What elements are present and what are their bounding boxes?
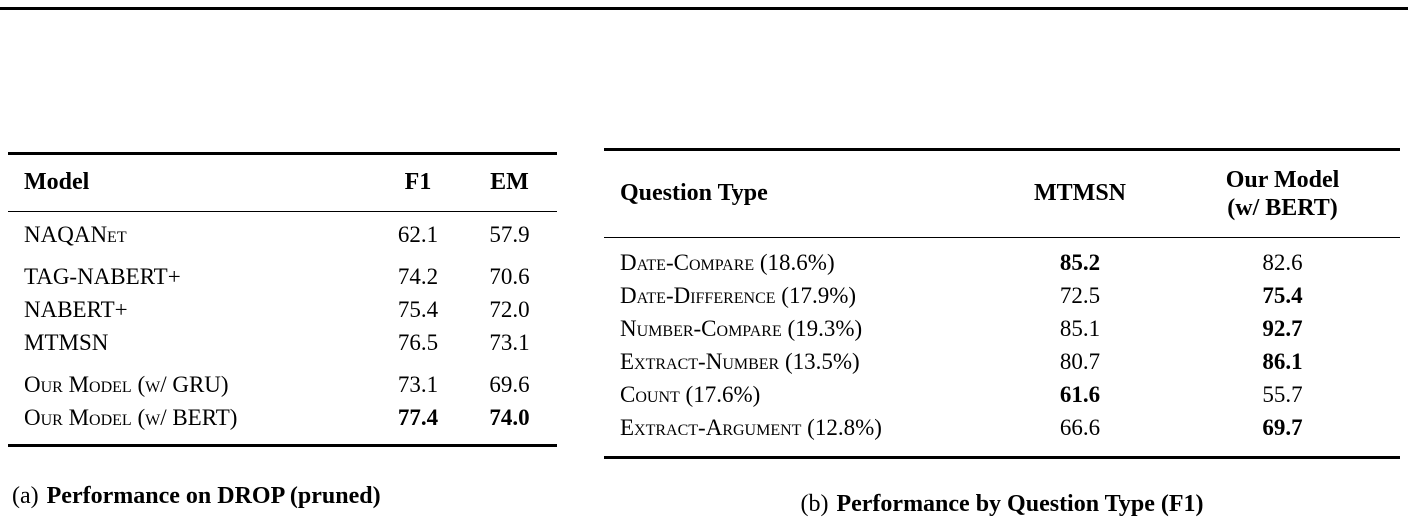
table-row: Extract-Number (13.5%) 80.7 86.1 xyxy=(604,345,1400,378)
f1-value: 75.4 xyxy=(397,296,439,322)
caption-b: (b) Performance by Question Type (F1) xyxy=(604,491,1400,517)
table-a-body: NAQANet 62.1 57.9 TAG-NABERT+ 74.2 70.6 … xyxy=(8,212,557,444)
table-row: Number-Compare (19.3%) 85.1 92.7 xyxy=(604,312,1400,345)
question-type: Extract-Number (13.5%) xyxy=(620,348,860,374)
f1-value: 76.5 xyxy=(397,329,439,355)
table-a-bottom-rule xyxy=(8,444,557,447)
table-a-header-em: EM xyxy=(490,169,529,195)
table-row: Our Model (w/ GRU) 73.1 69.6 xyxy=(8,368,557,401)
page-top-rule xyxy=(0,7,1408,10)
table-b-bottom-rule xyxy=(604,456,1400,459)
table-b-header-row: Question Type MTMSN Our Model (w/ BERT) xyxy=(604,151,1400,237)
model-name: NAQANet xyxy=(24,221,127,247)
model-name: Our Model (w/ GRU) xyxy=(24,371,229,397)
table-row: Date-Difference (17.9%) 72.5 75.4 xyxy=(604,279,1400,312)
table-row: MTMSN 76.5 73.1 xyxy=(8,326,557,359)
question-type: Extract-Argument (12.8%) xyxy=(620,414,882,440)
our-model-header-line1: Our Model xyxy=(1225,166,1340,193)
table-a-header-rule xyxy=(8,210,557,212)
table-b-top-rule xyxy=(604,148,1400,151)
table-row: Extract-Argument (12.8%) 66.6 69.7 xyxy=(604,411,1400,444)
our-model-value: 55.7 xyxy=(1262,381,1303,407)
question-type: Date-Difference (17.9%) xyxy=(620,282,857,308)
caption-b-text: Performance by Question Type (F1) xyxy=(836,490,1204,517)
subfigure-a: Model F1 EM NAQANet 62.1 57.9 TAG-NABERT… xyxy=(8,152,557,510)
em-value: 57.9 xyxy=(489,221,530,247)
f1-value: 62.1 xyxy=(397,221,439,247)
table-a-header-model: Model xyxy=(24,169,90,195)
em-value: 73.1 xyxy=(489,329,530,355)
caption-a: (a) Performance on DROP (pruned) xyxy=(8,483,557,510)
f1-value: 77.4 xyxy=(397,404,439,430)
caption-a-label: (a) xyxy=(12,482,39,509)
table-a-group-2: TAG-NABERT+ 74.2 70.6 NABERT+ 75.4 72.0 … xyxy=(8,260,557,359)
mtmsn-value: 80.7 xyxy=(1059,348,1101,374)
model-name: Our Model (w/ BERT) xyxy=(24,404,238,430)
table-row: Count (17.6%) 61.6 55.7 xyxy=(604,378,1400,411)
table-b: Question Type MTMSN Our Model (w/ BERT) … xyxy=(604,148,1400,459)
table-a-group-1: NAQANet 62.1 57.9 xyxy=(8,218,557,251)
our-model-value: 75.4 xyxy=(1262,282,1303,308)
table-b-header-our-model: Our Model (w/ BERT) xyxy=(1165,166,1400,222)
table-row: TAG-NABERT+ 74.2 70.6 xyxy=(8,260,557,293)
question-type: Number-Compare (19.3%) xyxy=(620,315,863,341)
caption-a-text: Performance on DROP (pruned) xyxy=(46,482,381,509)
subfigure-b: Question Type MTMSN Our Model (w/ BERT) … xyxy=(604,148,1400,517)
table-a-top-rule xyxy=(8,152,557,155)
table-row: Date-Compare (18.6%) 85.2 82.6 xyxy=(604,246,1400,279)
mtmsn-value: 61.6 xyxy=(1059,381,1101,407)
em-value: 69.6 xyxy=(489,371,530,397)
em-value: 72.0 xyxy=(489,296,530,322)
question-type: Date-Compare (18.6%) xyxy=(620,249,835,275)
table-b-body: Date-Compare (18.6%) 85.2 82.6 Date-Diff… xyxy=(604,238,1400,456)
f1-value: 74.2 xyxy=(397,263,439,289)
table-a: Model F1 EM NAQANet 62.1 57.9 TAG-NABERT… xyxy=(8,152,557,447)
model-name: NABERT+ xyxy=(24,296,128,322)
table-b-header-rule xyxy=(604,236,1400,238)
model-name: TAG-NABERT+ xyxy=(24,263,181,289)
em-value: 70.6 xyxy=(489,263,530,289)
table-a-header-f1: F1 xyxy=(404,169,432,195)
mtmsn-value: 85.2 xyxy=(1059,249,1101,275)
table-b-header-mtmsn: MTMSN xyxy=(1034,180,1126,206)
table-a-group-3: Our Model (w/ GRU) 73.1 69.6 Our Model (… xyxy=(8,368,557,434)
caption-b-label: (b) xyxy=(800,490,829,517)
table-row: Our Model (w/ BERT) 77.4 74.0 xyxy=(8,401,557,434)
question-type: Count (17.6%) xyxy=(620,381,761,407)
table-b-header-question-type: Question Type xyxy=(620,180,768,206)
our-model-value: 82.6 xyxy=(1262,249,1303,275)
model-name: MTMSN xyxy=(24,329,109,355)
our-model-value: 69.7 xyxy=(1262,414,1303,440)
table-row: NAQANet 62.1 57.9 xyxy=(8,218,557,251)
our-model-value: 92.7 xyxy=(1262,315,1303,341)
mtmsn-value: 72.5 xyxy=(1059,282,1101,308)
em-value: 74.0 xyxy=(489,404,530,430)
mtmsn-value: 66.6 xyxy=(1059,414,1101,440)
f1-value: 73.1 xyxy=(397,371,439,397)
mtmsn-value: 85.1 xyxy=(1059,315,1101,341)
table-row: NABERT+ 75.4 72.0 xyxy=(8,293,557,326)
our-model-header-line2: (w/ BERT) xyxy=(1227,194,1338,221)
our-model-value: 86.1 xyxy=(1262,348,1303,374)
table-a-header-row: Model F1 EM xyxy=(8,155,557,211)
